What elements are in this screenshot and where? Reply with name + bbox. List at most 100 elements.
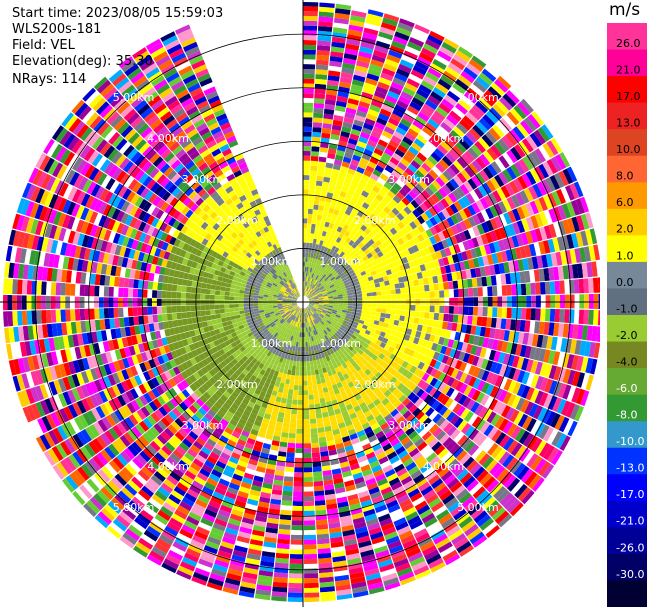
velocity-gate xyxy=(330,239,336,246)
velocity-gate xyxy=(305,327,308,333)
velocity-gate xyxy=(307,281,310,287)
velocity-gate xyxy=(380,72,394,82)
velocity-gate xyxy=(220,331,227,338)
velocity-gate xyxy=(366,217,374,225)
velocity-gate xyxy=(303,433,311,439)
velocity-gate xyxy=(370,422,380,431)
velocity-gate xyxy=(299,366,303,372)
velocity-gate xyxy=(356,273,362,278)
velocity-gate xyxy=(356,264,363,270)
velocity-gate xyxy=(105,414,116,427)
velocity-gate xyxy=(318,284,323,289)
velocity-gate xyxy=(535,440,547,455)
velocity-gate xyxy=(344,112,356,120)
velocity-gate xyxy=(329,531,343,539)
velocity-gate xyxy=(280,319,286,324)
velocity-gate xyxy=(461,251,468,261)
velocity-gate xyxy=(286,302,292,304)
velocity-gate xyxy=(321,290,327,294)
velocity-gate xyxy=(487,307,493,317)
velocity-gate xyxy=(239,390,247,398)
velocity-gate xyxy=(442,549,458,562)
velocity-gate xyxy=(345,388,352,395)
velocity-gate xyxy=(476,223,485,235)
velocity-gate xyxy=(138,489,151,502)
velocity-gate xyxy=(128,500,143,513)
velocity-gate xyxy=(514,483,528,499)
velocity-gate xyxy=(359,96,372,105)
velocity-gate xyxy=(261,347,267,353)
velocity-gate xyxy=(46,323,54,338)
velocity-gate xyxy=(445,440,457,452)
velocity-gate xyxy=(121,337,129,348)
velocity-gate xyxy=(190,539,205,550)
velocity-gate xyxy=(418,84,432,95)
velocity-gate xyxy=(432,351,440,361)
velocity-gate xyxy=(218,456,229,465)
velocity-gate xyxy=(399,18,415,28)
velocity-gate xyxy=(280,312,286,317)
velocity-gate xyxy=(288,364,293,371)
velocity-gate xyxy=(169,471,182,482)
velocity-gate xyxy=(344,479,355,487)
velocity-gate xyxy=(282,485,293,492)
velocity-gate xyxy=(479,347,487,358)
velocity-gate xyxy=(331,168,340,175)
velocity-gate xyxy=(330,286,336,290)
velocity-gate xyxy=(169,327,176,336)
velocity-gate xyxy=(191,317,198,324)
velocity-gate xyxy=(30,370,40,386)
velocity-gate xyxy=(437,353,445,363)
velocity-gate xyxy=(463,218,472,229)
velocity-gate xyxy=(391,388,400,397)
velocity-gate xyxy=(214,486,227,496)
velocity-gate xyxy=(186,337,194,345)
velocity-gate xyxy=(324,314,330,319)
velocity-gate xyxy=(501,135,514,149)
velocity-gate xyxy=(303,404,309,410)
velocity-gate xyxy=(387,161,397,170)
velocity-gate xyxy=(386,365,394,374)
velocity-gate xyxy=(257,461,267,469)
velocity-gate xyxy=(378,189,387,198)
velocity-gate xyxy=(363,82,377,91)
velocity-gate xyxy=(210,314,217,320)
velocity-gate xyxy=(292,394,298,400)
velocity-gate xyxy=(277,303,283,306)
velocity-gate xyxy=(473,510,488,524)
velocity-gate xyxy=(435,328,442,337)
velocity-gate xyxy=(152,357,161,367)
velocity-gate xyxy=(128,414,139,426)
velocity-gate xyxy=(239,402,248,410)
velocity-gate xyxy=(455,370,464,381)
velocity-gate xyxy=(538,461,551,477)
velocity-gate xyxy=(288,319,293,324)
velocity-gate xyxy=(503,212,512,225)
velocity-gate xyxy=(388,384,397,393)
velocity-gate xyxy=(310,365,315,371)
velocity-gate xyxy=(382,464,394,474)
velocity-gate xyxy=(190,444,201,454)
velocity-gate xyxy=(201,446,212,456)
velocity-gate xyxy=(424,549,440,561)
velocity-gate xyxy=(194,410,204,420)
velocity-gate xyxy=(471,355,480,367)
velocity-gate xyxy=(306,262,310,268)
velocity-gate xyxy=(250,534,264,542)
velocity-gate xyxy=(361,406,370,414)
velocity-gate xyxy=(481,370,490,382)
velocity-gate xyxy=(303,237,307,243)
velocity-gate xyxy=(351,275,358,280)
velocity-gate xyxy=(438,372,447,382)
velocity-gate xyxy=(428,169,439,180)
velocity-gate xyxy=(311,330,315,336)
velocity-gate xyxy=(385,535,400,545)
velocity-gate xyxy=(304,553,318,560)
velocity-gate xyxy=(274,320,280,325)
velocity-gate xyxy=(419,540,435,552)
velocity-gate xyxy=(467,147,479,160)
velocity-gate xyxy=(138,383,148,395)
velocity-gate xyxy=(368,256,376,263)
velocity-gate xyxy=(366,414,375,422)
velocity-gate xyxy=(92,438,104,452)
